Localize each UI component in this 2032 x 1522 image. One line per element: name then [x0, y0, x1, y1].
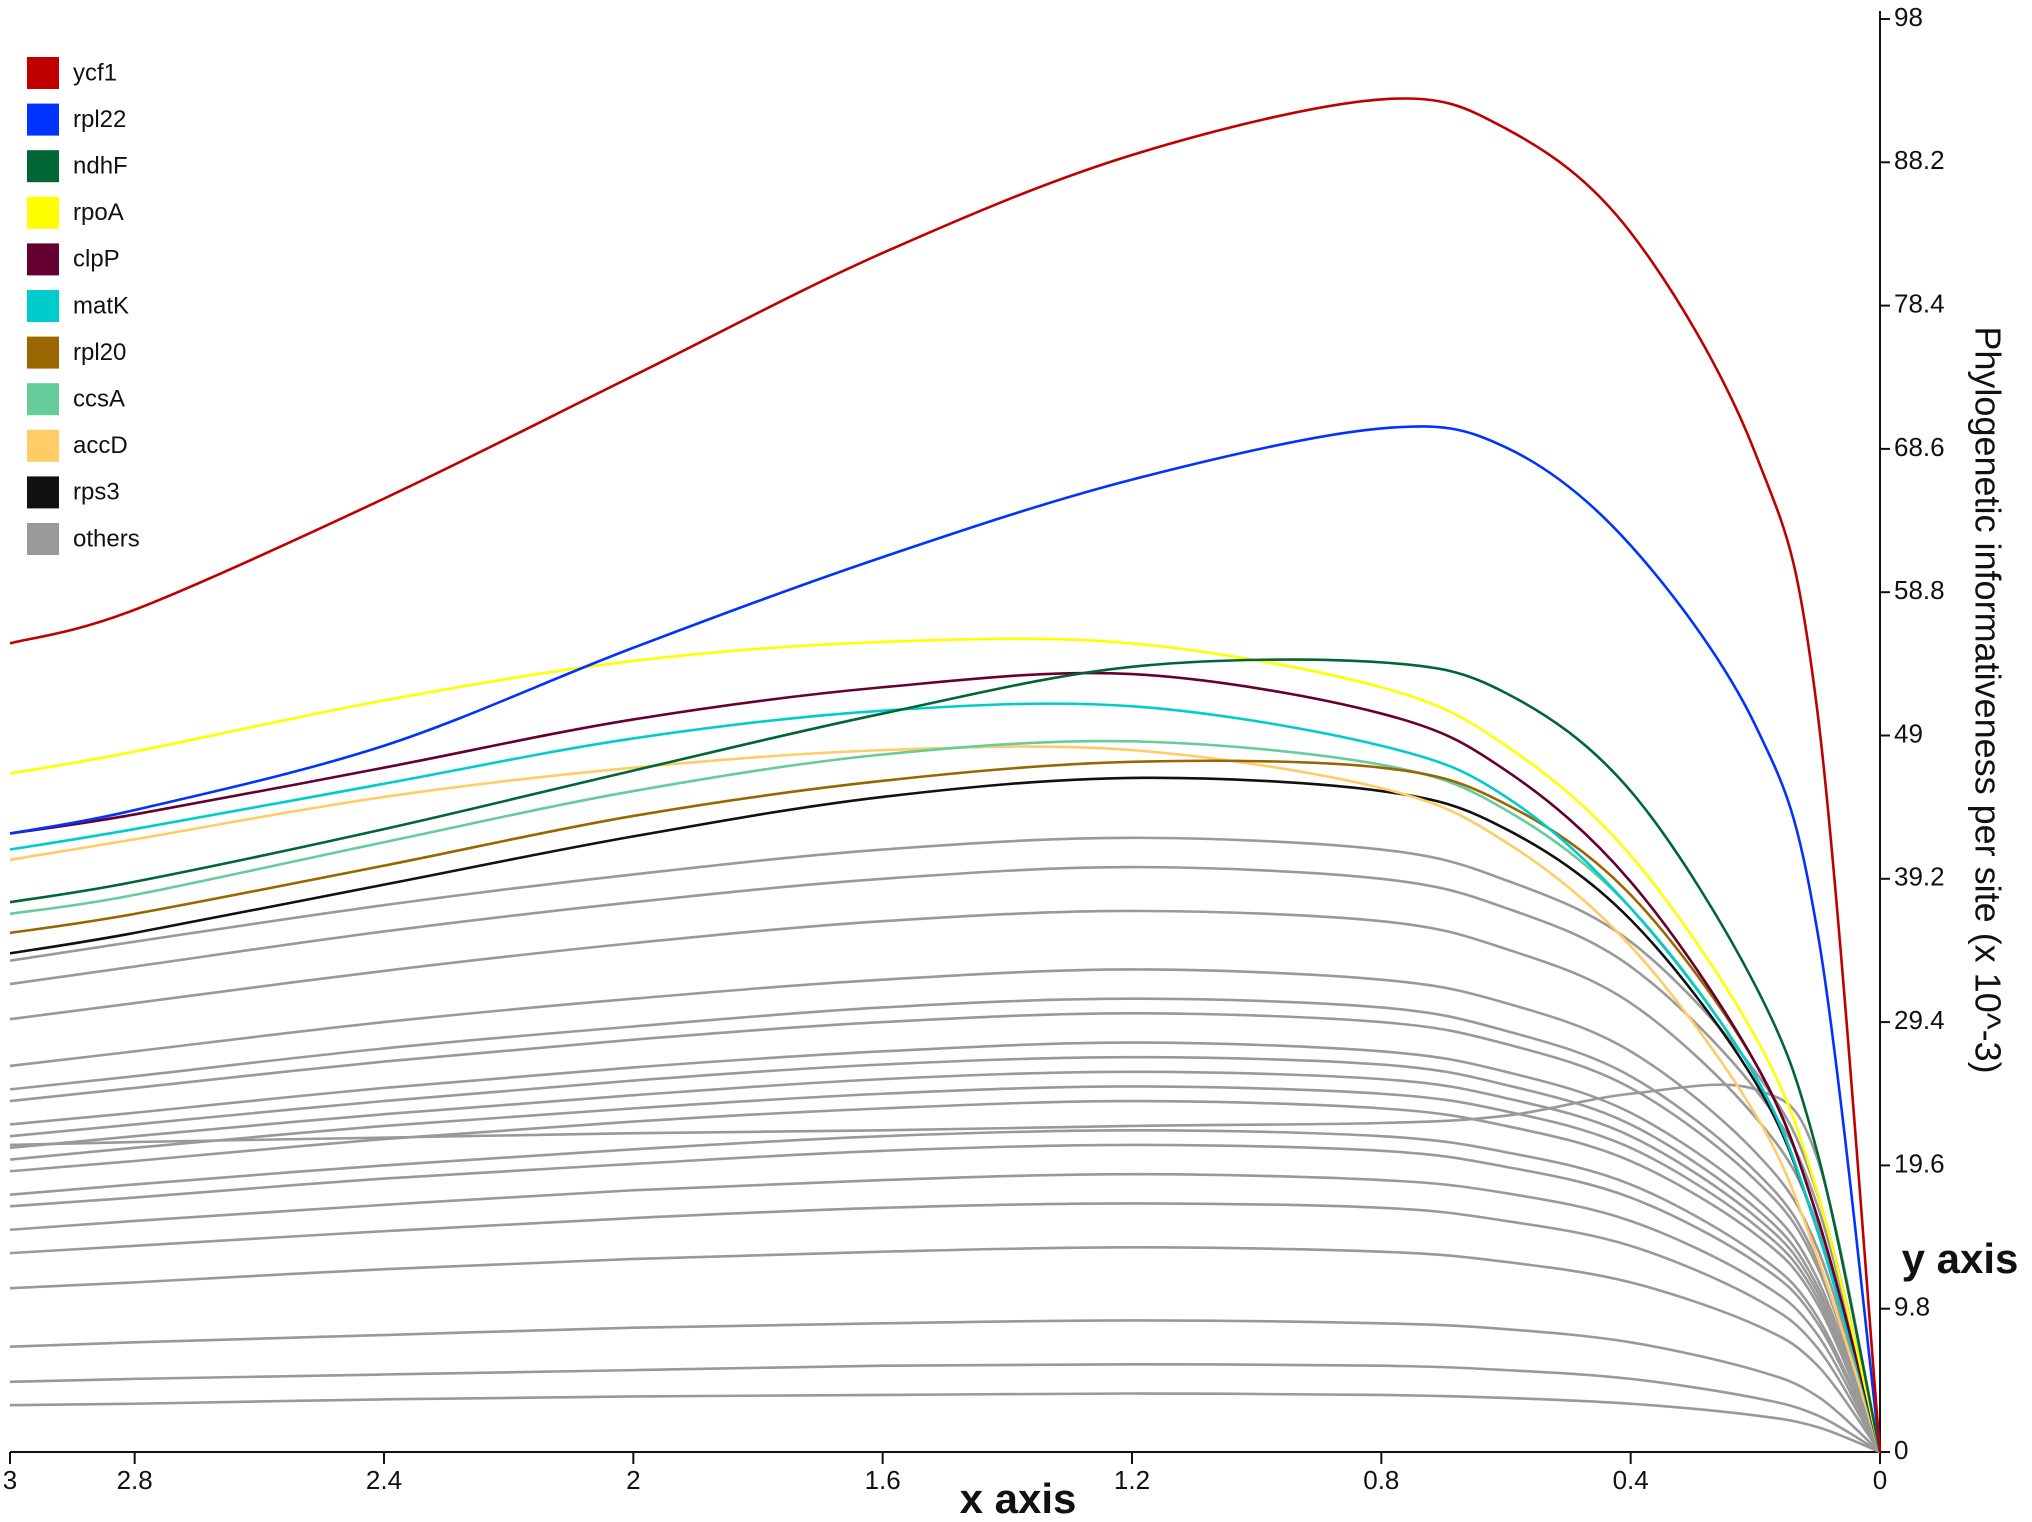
legend-swatch: [27, 150, 59, 183]
series-line: [9, 671, 1882, 1453]
y-tick-label: 78.4: [1894, 288, 1945, 318]
legend-label: accD: [73, 432, 128, 459]
legend-swatch: [27, 103, 59, 136]
x-tick-label: 0.4: [1613, 1465, 1649, 1495]
y-tick-label: 29.4: [1894, 1005, 1945, 1035]
legend-swatch: [27, 383, 59, 416]
y-axis-title: Phylogenetic informativeness per site (x…: [1967, 326, 2008, 1073]
other-line: [9, 1362, 1881, 1454]
x-tick-label: 2: [626, 1465, 640, 1495]
x-tick-label: 0: [1873, 1465, 1887, 1495]
legend-label: ndhF: [73, 153, 128, 180]
legend-swatch: [27, 336, 59, 369]
other-line: [9, 1202, 1882, 1453]
legend-label: rps3: [73, 479, 120, 506]
series-line: [9, 745, 1882, 1453]
legend-swatch: [27, 290, 59, 322]
legend-label: others: [73, 525, 140, 552]
y-tick-label: 88.2: [1894, 145, 1945, 175]
other-line: [9, 1172, 1882, 1453]
legend-label: rpl20: [73, 339, 126, 366]
x-tick-label: 1.2: [1114, 1465, 1150, 1495]
other-line: [9, 1055, 1882, 1453]
y-tick-label: 9.8: [1894, 1292, 1930, 1322]
other-line: [9, 1319, 1881, 1453]
other-line: [9, 1143, 1882, 1453]
legend-label: rpl22: [73, 106, 126, 133]
y-tick-label: 98: [1894, 2, 1923, 32]
legend-label: rpoA: [73, 199, 124, 226]
x-tick-label: 2.8: [117, 1465, 153, 1495]
other-line: [9, 1070, 1882, 1453]
legend-swatch: [27, 57, 59, 89]
y-tick-label: 39.2: [1894, 862, 1945, 892]
x-axis-title: x axis: [960, 1475, 1077, 1522]
other-line: [9, 1129, 1882, 1453]
legend-swatch: [27, 429, 59, 462]
legend-label: clpP: [73, 246, 120, 273]
y-tick-label: 19.6: [1894, 1148, 1945, 1178]
legend-swatch: [27, 196, 59, 229]
other-line: [9, 1085, 1882, 1453]
y-axis-short-title: y axis: [1902, 1235, 2019, 1282]
other-line: [9, 1245, 1882, 1453]
x-tick-label: 1.6: [865, 1465, 901, 1495]
other-line: [9, 1099, 1882, 1453]
other-line: [9, 865, 1882, 1453]
legend-label: matK: [73, 292, 129, 319]
x-tick-label: 2.4: [366, 1465, 402, 1495]
other-line: [9, 836, 1882, 1453]
series-line: [9, 425, 1882, 1453]
legend-swatch: [27, 523, 59, 555]
y-tick-label: 58.8: [1894, 575, 1945, 605]
series-line: [9, 658, 1882, 1453]
other-line: [9, 1392, 1881, 1454]
other-line: [9, 997, 1882, 1453]
legend-label: ccsA: [73, 386, 125, 413]
series-line: [9, 702, 1882, 1453]
y-tick-label: 49: [1894, 718, 1923, 748]
other-line: [9, 909, 1882, 1453]
legend-swatch: [27, 243, 59, 276]
other-line: [9, 1041, 1882, 1453]
other-line: [9, 968, 1882, 1453]
x-tick-label: 0.8: [1363, 1465, 1399, 1495]
series-line: [9, 97, 1882, 1453]
y-tick-label: 68.6: [1894, 432, 1945, 462]
legend-label: ycf1: [73, 59, 117, 86]
x-tick-label: 3: [3, 1465, 17, 1495]
legend-swatch: [27, 476, 59, 509]
series-line: [9, 637, 1882, 1453]
other-line: [9, 1083, 1882, 1453]
other-line: [9, 1012, 1882, 1453]
series-line: [9, 776, 1882, 1453]
y-tick-label: 0: [1894, 1435, 1908, 1465]
